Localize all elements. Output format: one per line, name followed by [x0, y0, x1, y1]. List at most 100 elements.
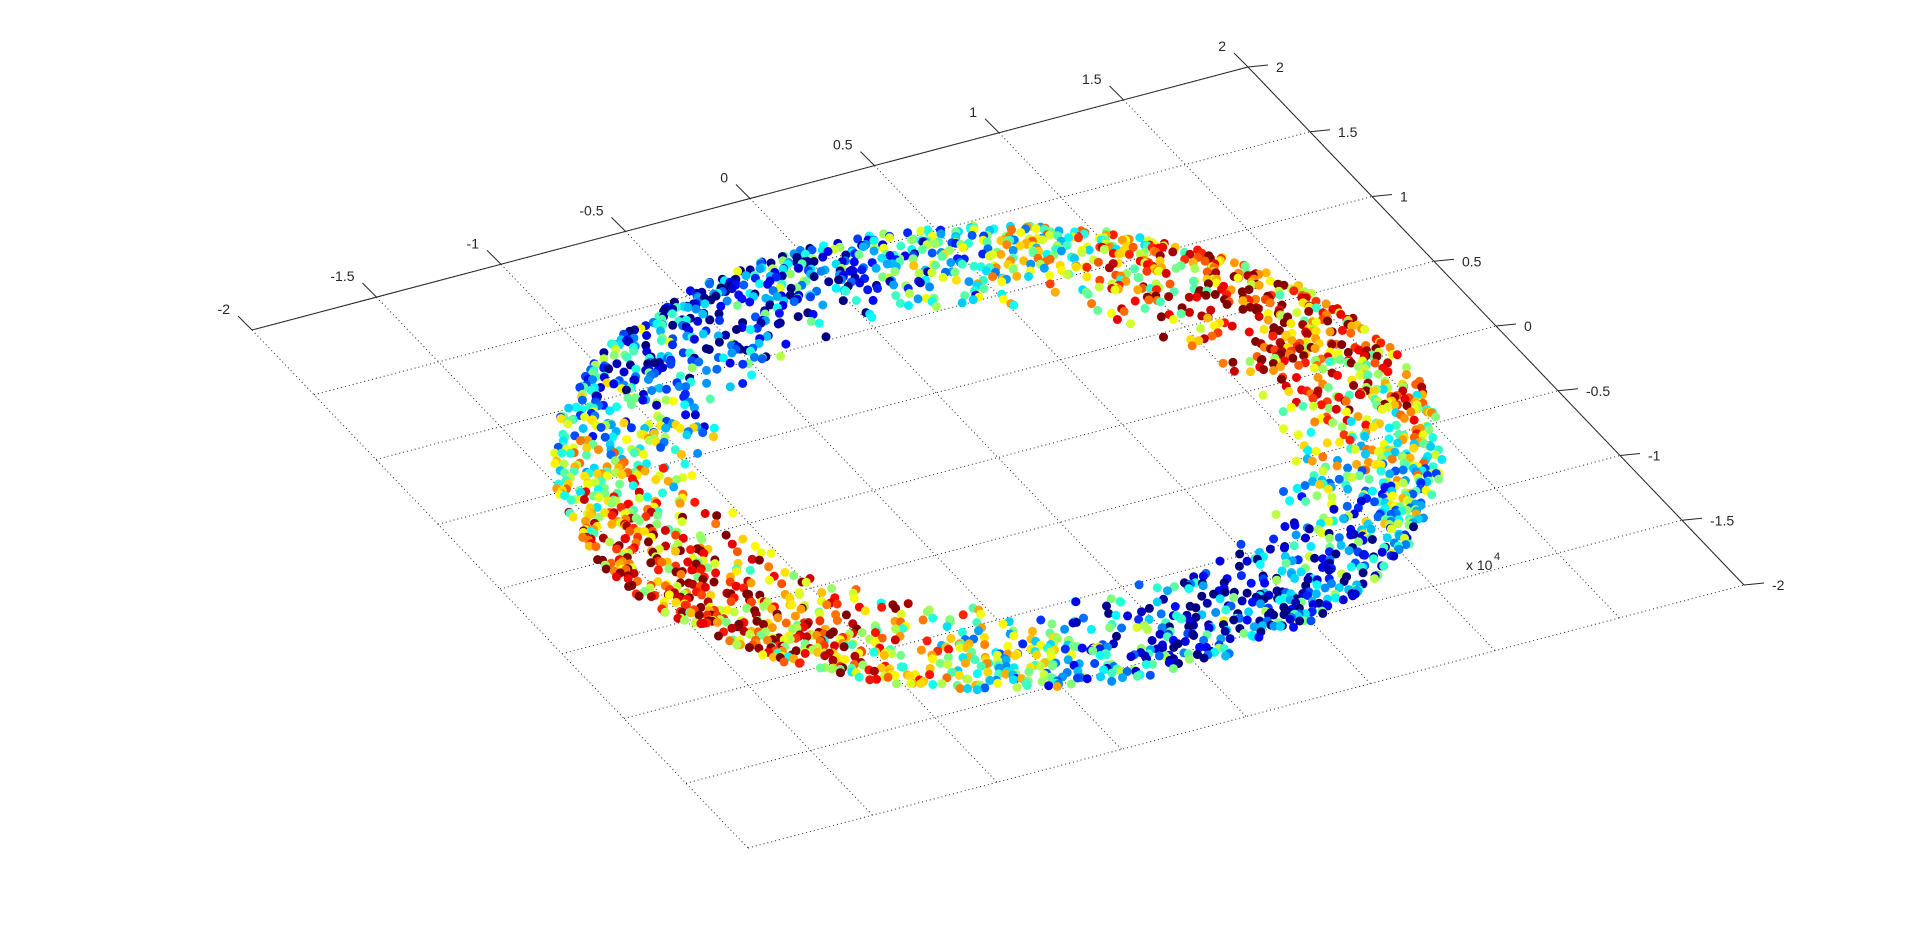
scatter-point — [1331, 404, 1341, 414]
scatter-point — [721, 330, 731, 340]
scatter-point — [1325, 327, 1335, 337]
scatter-point — [617, 470, 627, 480]
scatter-point — [1118, 673, 1127, 683]
scatter-point — [1280, 551, 1290, 561]
scatter-point — [1111, 610, 1121, 620]
scatter-point — [628, 481, 638, 491]
scatter-point — [675, 371, 685, 381]
scatter-point — [664, 590, 674, 600]
scatter-point — [1398, 478, 1408, 488]
scatter-point — [1296, 567, 1306, 577]
scatter-point — [1126, 652, 1136, 662]
scatter-point — [1290, 520, 1300, 530]
scatter-point — [1228, 357, 1238, 367]
scatter-point — [758, 650, 768, 660]
scatter-point — [890, 635, 900, 645]
scatter-point — [647, 386, 657, 395]
scatter-point — [1390, 447, 1400, 457]
scatter-point — [1105, 623, 1115, 633]
scatter-point — [1152, 597, 1162, 607]
y-tick-mark — [1371, 194, 1393, 197]
scatter-point — [1242, 556, 1252, 566]
scatter-point — [776, 351, 786, 361]
scatter-point — [1130, 296, 1140, 306]
scatter-point — [916, 226, 926, 236]
scatter-point — [1342, 407, 1351, 417]
scatter-point — [1220, 587, 1230, 597]
scatter-point — [1292, 373, 1301, 382]
scatter-point — [686, 608, 696, 618]
scatter-point — [1291, 456, 1301, 466]
scatter-point — [764, 575, 774, 585]
scatter-point — [1093, 305, 1103, 315]
scatter-point — [653, 510, 662, 520]
scatter-point — [1254, 312, 1264, 321]
scatter-point — [1431, 450, 1440, 460]
scatter-point — [1428, 433, 1438, 442]
scatter-point — [750, 312, 760, 322]
scatter-point — [1117, 235, 1127, 245]
scatter-point — [563, 419, 573, 429]
scatter-point — [830, 641, 839, 651]
scatter-point — [1106, 594, 1116, 604]
scatter-point — [813, 647, 823, 657]
scatter-point — [1254, 632, 1264, 642]
y-tick-label: 0 — [1524, 318, 1532, 334]
scatter-point — [960, 291, 970, 300]
scatter-point — [1176, 309, 1186, 319]
scatter-point — [1308, 393, 1318, 403]
scatter-point — [1265, 298, 1275, 308]
scatter-point — [1184, 584, 1194, 594]
scatter-point — [1276, 362, 1285, 372]
scatter-point — [827, 584, 837, 593]
axes — [237, 52, 1765, 586]
scatter-point — [591, 542, 601, 552]
scatter-point — [640, 526, 649, 536]
scatter-point — [916, 645, 926, 655]
scatter-point — [1290, 573, 1300, 583]
scatter-point — [680, 615, 690, 625]
scatter-point — [905, 289, 914, 298]
scatter-point — [1276, 374, 1286, 384]
scatter-point — [1373, 512, 1383, 522]
scatter-point — [715, 315, 724, 325]
scatter-point — [890, 267, 900, 277]
scatter-point — [1156, 609, 1166, 619]
scatter-point — [763, 635, 772, 645]
scatter-point — [907, 235, 917, 245]
scatter-point — [1376, 460, 1386, 470]
scatter-point — [1313, 373, 1323, 382]
scatter-point — [903, 228, 913, 238]
y-tick-mark — [1681, 517, 1703, 521]
scatter-point — [890, 671, 900, 681]
scatter-point — [1279, 610, 1289, 620]
scatter-point — [711, 519, 721, 529]
scatter-point — [1215, 556, 1225, 566]
scatter-point — [714, 337, 724, 347]
scatter-point — [738, 359, 748, 369]
scatter-point — [898, 662, 908, 672]
y-tick-label: 2 — [1276, 59, 1284, 75]
scatter-point — [635, 516, 644, 526]
scatter-point — [1236, 539, 1246, 549]
scatter-point — [1320, 583, 1330, 593]
scatter-point — [757, 354, 767, 364]
scatter-point — [639, 449, 649, 459]
scatter-point — [722, 605, 732, 615]
scatter-point — [687, 471, 697, 480]
scatter-point — [698, 329, 708, 339]
scatter-point — [1373, 369, 1383, 379]
scatter-point — [1437, 455, 1447, 464]
scatter-point — [869, 666, 879, 676]
scatter-point — [841, 286, 851, 296]
scatter-point — [663, 476, 673, 486]
scatter-point — [779, 657, 789, 667]
scatter-point — [1229, 258, 1239, 268]
scatter-point — [1286, 402, 1296, 412]
scatter-point — [801, 577, 811, 587]
scatter-point — [1161, 268, 1171, 278]
scatter-point — [732, 566, 742, 576]
scatter-point — [873, 283, 882, 293]
scatter-point — [667, 309, 677, 319]
scatter-point — [1123, 611, 1133, 621]
